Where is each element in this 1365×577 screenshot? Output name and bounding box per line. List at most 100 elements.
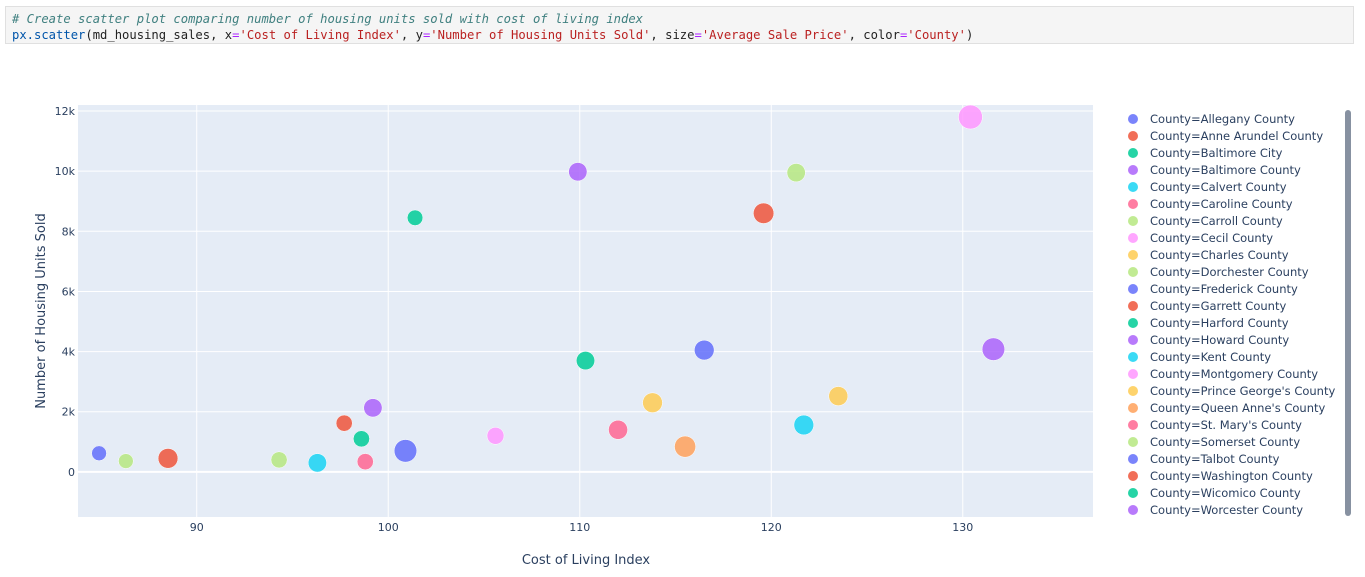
data-point[interactable] (694, 339, 715, 361)
data-point[interactable] (363, 398, 383, 418)
data-point[interactable] (270, 451, 288, 469)
legend-item[interactable]: County=Harford County (1120, 314, 1338, 331)
y-tick-label: 6k (62, 285, 76, 298)
legend-marker (1128, 504, 1138, 515)
legend-marker (1128, 470, 1138, 481)
legend-item[interactable]: County=Kent County (1120, 348, 1338, 365)
y-axis-label: Number of Housing Units Sold (34, 213, 49, 408)
data-point[interactable] (157, 448, 179, 469)
code-y-value: 'Number of Housing Units Sold' (430, 27, 651, 42)
data-point[interactable] (608, 419, 628, 440)
x-tick-labels: 90 100 110 120 130 (190, 521, 974, 534)
code-close-args: ) (965, 27, 974, 42)
legend-marker (1128, 436, 1138, 447)
legend-item[interactable]: County=Calvert County (1120, 178, 1338, 195)
code-sep-3: , (848, 27, 864, 42)
legend-label: County=Prince George's County (1150, 383, 1336, 398)
data-point[interactable] (753, 202, 775, 224)
code-size-keyword: size (665, 27, 695, 42)
data-point[interactable] (335, 414, 353, 432)
legend-item[interactable]: County=St. Mary's County (1120, 416, 1338, 433)
legend-label: County=Harford County (1150, 315, 1289, 330)
legend-item[interactable]: County=Baltimore County (1120, 161, 1338, 178)
y-tick-label: 12k (55, 105, 76, 118)
legend-item[interactable]: County=Carroll County (1120, 212, 1338, 229)
legend-marker (1128, 300, 1138, 311)
data-point[interactable] (568, 162, 588, 182)
data-point[interactable] (91, 445, 107, 461)
legend-marker (1128, 368, 1138, 379)
code-sep-1: , (400, 27, 416, 42)
legend-label: County=Anne Arundel County (1150, 128, 1324, 143)
legend-item[interactable]: County=Garrett County (1120, 297, 1338, 314)
legend-item[interactable]: County=Allegany County (1120, 110, 1338, 127)
legend-label: County=Kent County (1150, 349, 1272, 364)
legend-marker (1128, 232, 1138, 243)
x-tick-label: 90 (190, 521, 204, 534)
data-point[interactable] (674, 435, 696, 458)
legend-item[interactable]: County=Charles County (1120, 246, 1338, 263)
legend-label: County=Baltimore City (1150, 145, 1283, 160)
legend-marker (1128, 215, 1138, 226)
legend-marker (1128, 283, 1138, 294)
data-point[interactable] (407, 209, 424, 226)
code-x-keyword: x (224, 27, 233, 42)
data-point[interactable] (828, 386, 849, 406)
legend-item[interactable]: County=Howard County (1120, 331, 1338, 348)
y-tick-label: 2k (62, 406, 76, 419)
code-comment: # Create scatter plot comparing number o… (12, 12, 644, 26)
legend-label: County=Frederick County (1150, 281, 1298, 296)
y-tick-label: 10k (55, 165, 76, 178)
data-point[interactable] (958, 104, 983, 130)
legend-item[interactable]: County=Washington County (1120, 467, 1338, 484)
legend-item[interactable]: County=Baltimore City (1120, 144, 1338, 161)
legend-marker (1128, 113, 1138, 124)
legend-item[interactable]: County=Dorchester County (1120, 263, 1338, 280)
data-point[interactable] (118, 453, 134, 469)
data-point[interactable] (393, 439, 418, 463)
legend-item[interactable]: County=Montgomery County (1120, 365, 1338, 382)
data-point[interactable] (353, 430, 370, 448)
data-point[interactable] (793, 414, 814, 436)
legend-scrollbar[interactable] (1345, 110, 1351, 516)
legend-item[interactable]: County=Caroline County (1120, 195, 1338, 212)
legend-marker (1128, 266, 1138, 277)
data-points[interactable] (91, 104, 1005, 473)
legend-label: County=Allegany County (1150, 111, 1295, 126)
legend-item[interactable]: County=Talbot County (1120, 450, 1338, 467)
legend-item[interactable]: County=Anne Arundel County (1120, 127, 1338, 144)
legend-label: County=Talbot County (1150, 451, 1280, 466)
code-cell[interactable]: # Create scatter plot comparing number o… (5, 6, 1354, 44)
legend-item[interactable]: County=Cecil County (1120, 229, 1338, 246)
legend[interactable]: County=Allegany County County=Anne Arunde… (1120, 110, 1338, 518)
legend-marker (1128, 198, 1138, 209)
legend-item[interactable]: County=Frederick County (1120, 280, 1338, 297)
legend-item[interactable]: County=Prince George's County (1120, 382, 1338, 399)
x-axis-label: Cost of Living Index (522, 553, 651, 568)
legend-label: County=Howard County (1150, 332, 1290, 347)
legend-item[interactable]: County=Somerset County (1120, 433, 1338, 450)
legend-label: County=Montgomery County (1150, 366, 1319, 381)
x-tick-label: 130 (952, 521, 973, 534)
code-y-keyword: y (415, 27, 423, 42)
data-point[interactable] (786, 163, 806, 183)
legend-label: County=Dorchester County (1150, 264, 1309, 279)
legend-marker (1128, 351, 1138, 362)
data-point[interactable] (981, 337, 1005, 361)
legend-label: County=Cecil County (1150, 230, 1274, 245)
legend-item[interactable]: County=Worcester County (1120, 501, 1338, 518)
legend-label: County=Somerset County (1150, 434, 1301, 449)
legend-item[interactable]: County=Queen Anne's County (1120, 399, 1338, 416)
data-point[interactable] (576, 351, 595, 371)
data-point[interactable] (642, 392, 663, 413)
data-point[interactable] (486, 427, 505, 445)
legend-marker (1128, 164, 1138, 175)
legend-marker (1128, 419, 1138, 430)
data-point[interactable] (356, 453, 374, 471)
x-tick-label: 120 (761, 521, 782, 534)
legend-item[interactable]: County=Wicomico County (1120, 484, 1338, 501)
data-point[interactable] (307, 453, 327, 473)
code-color-keyword: color (863, 27, 900, 42)
y-tick-labels: 0 2k 4k 6k 8k 10k 12k (55, 105, 76, 479)
